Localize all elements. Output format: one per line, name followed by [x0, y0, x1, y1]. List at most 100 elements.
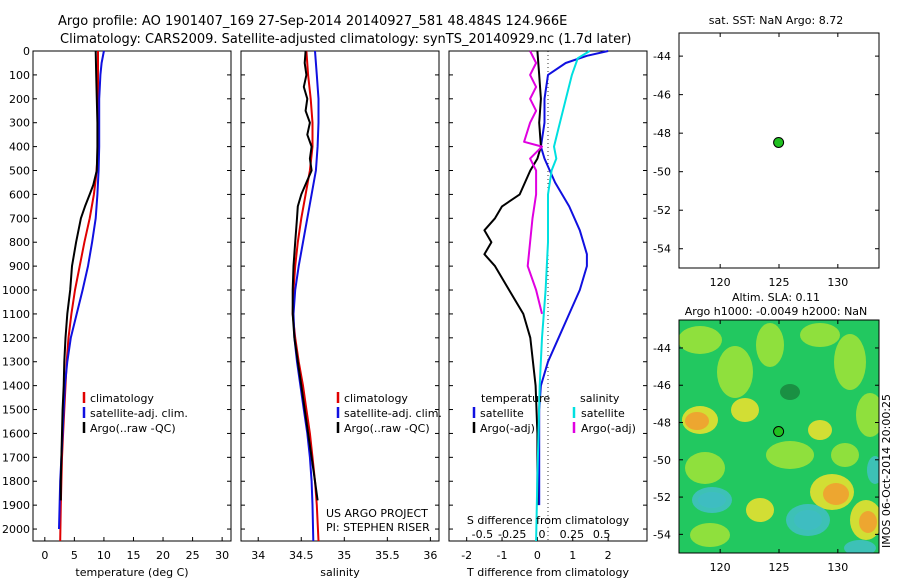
sla-anomaly-blob — [766, 441, 814, 469]
argo-raw-qc-line — [291, 50, 319, 501]
sla-anomaly-blob — [859, 511, 877, 533]
depth-tick-label: 1200 — [2, 332, 30, 345]
x-tick-label: 0 — [41, 549, 48, 562]
x-tick-label: 35 — [337, 549, 351, 562]
latitude-tick-label: -46 — [653, 89, 671, 102]
legend-temperature-header: temperature — [481, 392, 550, 405]
legend-argo-label: Argo(..raw -QC) — [344, 422, 430, 435]
x-tick-label: 30 — [215, 549, 229, 562]
longitude-tick-label: 125 — [769, 276, 790, 289]
x-tick-label: 1 — [569, 549, 576, 562]
latitude-tick-label: -54 — [653, 528, 671, 541]
sla-anomaly-blob — [679, 326, 722, 354]
latitude-tick-label: -44 — [653, 50, 671, 63]
x-tick-label: -1 — [497, 549, 508, 562]
x-tick-label: 25 — [186, 549, 200, 562]
salinity-panel: 34 34.5 35 35.5 36 climatology satellite-adj… — [240, 50, 442, 579]
t-difference-label: T difference from climatology — [466, 566, 629, 579]
latitude-tick-label: -48 — [653, 127, 671, 140]
sla-anomaly-blob — [746, 498, 774, 522]
depth-tick-label: 200 — [9, 93, 30, 106]
longitude-tick-label: 120 — [710, 561, 731, 574]
sla-map-panel: Altim. SLA: 0.11 Argo h1000: -0.0049 h20… — [653, 291, 893, 574]
longitude-tick-label: 125 — [769, 561, 790, 574]
credit-project: US ARGO PROJECT — [326, 507, 428, 520]
sla-anomaly-blob — [756, 323, 784, 367]
sla-argo-marker-group — [773, 426, 785, 438]
legend-argo-label: Argo(..raw -QC) — [90, 422, 176, 435]
argo-position-marker — [773, 426, 785, 438]
depth-tick-label: 1700 — [2, 451, 30, 464]
argo-position-marker — [773, 136, 785, 148]
sla-anomaly-blob — [717, 346, 753, 398]
salinity-satellite-line — [535, 50, 591, 542]
depth-tick-label: 800 — [9, 236, 30, 249]
sst-map-panel: sat. SST: NaN Argo: 8.72 -44 -46 -48 -50 -52… — [653, 14, 880, 289]
legend-satellite-label: satellite-adj. clim. — [90, 407, 188, 420]
sst-argo-marker-group — [773, 136, 785, 148]
s-difference-x-ticks: -0.5 -0.25 0 0.25 0.5 — [472, 528, 611, 541]
latitude-tick-label: -48 — [653, 417, 671, 430]
s-difference-tick-label: 0 — [539, 528, 546, 541]
sla-longitude-ticks: 120 125 130 — [710, 320, 848, 574]
temperature-argo-adj-line — [483, 50, 542, 506]
x-tick-label: 36 — [423, 549, 437, 562]
x-tick-label: 34.5 — [289, 549, 314, 562]
sst-latitude-ticks: -44 -46 -48 -50 -52 -54 — [653, 50, 879, 256]
header-line-2: Climatology: CARS2009. Satellite-adjuste… — [60, 32, 632, 47]
sla-side-label: IMOS 06-Oct-2014 20:00:25 — [880, 394, 893, 548]
x-tick-label: -2 — [461, 549, 472, 562]
legend-s-satellite-label: satellite — [581, 407, 625, 420]
sla-anomaly-blob — [786, 504, 830, 536]
salinity-lines — [291, 50, 320, 542]
sla-anomaly-blob — [800, 323, 840, 347]
x-tick-label: 5 — [71, 549, 78, 562]
depth-tick-label: 600 — [9, 188, 30, 201]
latitude-tick-label: -54 — [653, 243, 671, 256]
latitude-tick-label: -50 — [653, 454, 671, 467]
credit-pi: PI: STEPHEN RISER — [326, 521, 430, 534]
longitude-tick-label: 130 — [827, 276, 848, 289]
depth-tick-label: 1300 — [2, 356, 30, 369]
x-tick-label: 20 — [156, 549, 170, 562]
longitude-tick-label: 120 — [710, 276, 731, 289]
s-difference-label: S difference from climatology — [467, 514, 630, 527]
difference-panel: -2 -1 0 1 2 -0.5 -0.25 0 0.25 0.5 temperature sa… — [448, 50, 648, 579]
sla-anomaly-blob — [780, 384, 800, 400]
temperature-panel: 0100200300400500600700800900100011001200… — [2, 45, 232, 579]
sla-anomaly-blob — [685, 452, 725, 484]
depth-tick-label: 1900 — [2, 499, 30, 512]
salinity-axes-frame — [240, 50, 440, 542]
longitude-tick-label: 130 — [827, 561, 848, 574]
legend-satellite-label: satellite-adj. clim. — [344, 407, 442, 420]
salinity-x-label: salinity — [320, 566, 360, 579]
sla-anomaly-blob — [823, 483, 849, 505]
sla-anomaly-blob — [844, 540, 876, 553]
x-tick-label: 35.5 — [375, 549, 400, 562]
depth-tick-label: 100 — [9, 69, 30, 82]
legend-climatology-label: climatology — [90, 392, 154, 405]
legend-climatology-label: climatology — [344, 392, 408, 405]
latitude-tick-label: -50 — [653, 166, 671, 179]
legend-t-argo-label: Argo(-adj) — [480, 422, 535, 435]
header-line-1: Argo profile: AO 1901407_169 27-Sep-2014… — [58, 14, 567, 29]
latitude-tick-label: -44 — [653, 342, 671, 355]
x-tick-label: 34 — [251, 549, 265, 562]
depth-tick-label: 1500 — [2, 404, 30, 417]
depth-tick-label: 300 — [9, 117, 30, 130]
temperature-axes-frame — [32, 50, 232, 542]
salinity-argo-adj-line — [523, 50, 543, 315]
depth-tick-label: 1000 — [2, 284, 30, 297]
depth-tick-label: 2000 — [2, 523, 30, 536]
depth-tick-label: 500 — [9, 165, 30, 178]
t-difference-x-ticks: -2 -1 0 1 2 — [461, 537, 612, 562]
sla-anomaly-blob — [856, 393, 879, 437]
x-tick-label: 0 — [534, 549, 541, 562]
salinity-legend: climatology satellite-adj. clim. Argo(..… — [336, 392, 442, 435]
temperature-lines — [58, 50, 105, 542]
difference-legend: temperature salinity satellite Argo(-adj… — [472, 392, 636, 435]
salinity-x-ticks: 34 34.5 35 35.5 36 — [251, 537, 437, 562]
latitude-tick-label: -46 — [653, 379, 671, 392]
legend-salinity-header: salinity — [580, 392, 620, 405]
